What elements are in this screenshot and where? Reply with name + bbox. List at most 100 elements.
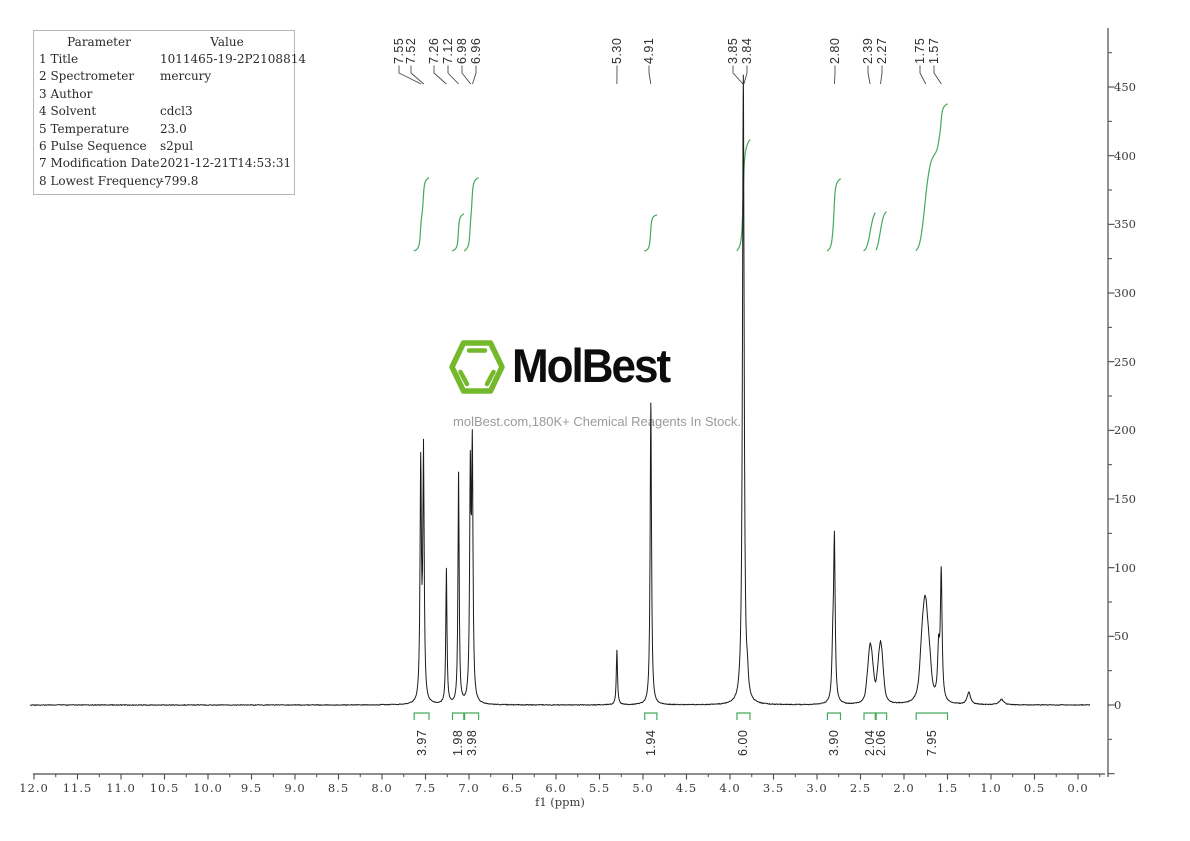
integral-value-label: 3.98 — [464, 729, 479, 756]
x-tick-label: 9.0 — [284, 781, 306, 795]
x-tick-label: 11.5 — [62, 781, 93, 795]
peak-pointer-line — [933, 65, 942, 85]
parameter-value: 23.0 — [160, 121, 187, 136]
integral-value-label: 2.06 — [874, 729, 889, 756]
x-tick-label: 6.0 — [545, 781, 567, 795]
parameter-name: 6 Pulse Sequence — [39, 139, 147, 154]
parameter-table-header: Parameter Value — [34, 34, 294, 51]
peak-label-pointers — [398, 65, 942, 85]
x-tick-label: 3.0 — [806, 781, 828, 795]
parameter-value: cdcl3 — [160, 104, 193, 119]
integral-range-bracket — [863, 712, 876, 720]
x-tick-label: 4.5 — [675, 781, 698, 795]
integral-curve — [863, 212, 876, 252]
x-tick-label: 5.0 — [632, 781, 654, 795]
parameter-row: 6 Pulse Sequence s2pul — [34, 138, 294, 155]
x-tick-label: 5.5 — [588, 781, 611, 795]
integral-range-bracket — [451, 712, 465, 720]
value-header: Value — [210, 35, 244, 49]
x-tick-label: 2.5 — [849, 781, 872, 795]
peak-pointer-line — [867, 65, 871, 85]
watermark-tagline: molBest.com,180K+ Chemical Reagents In S… — [453, 414, 741, 429]
molbest-watermark: MolBest — [448, 336, 748, 398]
integral-curve — [826, 178, 841, 252]
parameter-row: 2 Spectrometer mercury — [34, 68, 294, 85]
peak-chemical-shift-label: 1.57 — [927, 37, 941, 64]
peak-chemical-shift-label: 4.91 — [642, 37, 656, 64]
peak-chemical-shift-label: 7.52 — [404, 37, 418, 64]
peak-chemical-shift-label: 7.12 — [441, 37, 455, 64]
x-tick-label: 3.5 — [762, 781, 785, 795]
spectrum-trace — [29, 74, 1091, 706]
parameter-name: 8 Lowest Frequency — [39, 173, 163, 188]
y-tick-label: 350 — [1114, 217, 1136, 232]
y-tick-label: 250 — [1114, 354, 1136, 369]
integral-curve — [413, 177, 430, 252]
integral-range-bracket — [464, 712, 480, 720]
x-tick-label: 8.0 — [371, 781, 393, 795]
parameter-row: 3 Author — [34, 86, 294, 103]
x-tick-label: 7.0 — [458, 781, 480, 795]
peak-pointer-line — [398, 65, 422, 85]
x-tick-label: 0.5 — [1023, 781, 1046, 795]
integral-brackets — [413, 712, 949, 720]
parameter-value: -799.8 — [160, 173, 199, 188]
parameter-row: 4 Solvent cdcl3 — [34, 103, 294, 120]
integral-curve — [451, 213, 465, 252]
peak-chemical-shift-label: 3.84 — [740, 37, 754, 64]
integral-range-bracket — [413, 712, 430, 720]
integral-value-label: 1.94 — [643, 729, 658, 756]
integral-range-bracket — [644, 712, 658, 720]
x-tick-label: 7.5 — [414, 781, 437, 795]
peak-chemical-shift-label: 2.39 — [861, 37, 875, 64]
integral-range-bracket — [875, 712, 888, 720]
integral-curve — [644, 214, 658, 252]
y-tick-label: 400 — [1114, 148, 1136, 163]
parameter-row: 8 Lowest Frequency -799.8 — [34, 173, 294, 190]
x-tick-label: 1.5 — [936, 781, 959, 795]
peak-chemical-shift-label: 2.27 — [875, 37, 889, 64]
peak-chemical-shift-label: 6.96 — [469, 37, 483, 64]
x-tick-label: 11.0 — [106, 781, 136, 795]
peak-pointer-line — [743, 65, 748, 85]
peak-pointer-line — [919, 65, 927, 85]
x-tick-label: 1.0 — [980, 781, 1002, 795]
peak-pointer-line — [461, 65, 472, 85]
parameter-row: 5 Temperature 23.0 — [34, 121, 294, 138]
peak-pointer-line — [433, 65, 447, 85]
x-tick-label: 6.5 — [501, 781, 524, 795]
peak-pointer-line — [833, 65, 836, 85]
parameter-value: mercury — [160, 69, 212, 84]
parameter-value: s2pul — [160, 139, 194, 154]
parameter-value: 2021-12-21T14:53:31 — [160, 156, 292, 171]
y-tick-label: 150 — [1114, 492, 1136, 506]
x-tick-label: 0.0 — [1067, 781, 1089, 795]
parameter-row: 7 Modification Date 2021-12-21T14:53:31 — [34, 155, 294, 172]
x-tick-label: 12.0 — [19, 781, 49, 795]
parameter-name: 3 Author — [39, 86, 93, 101]
y-tick-label: 300 — [1114, 286, 1136, 300]
peak-chemical-shift-label: 5.30 — [610, 37, 624, 64]
parameter-row: 1 Title 1011465-19-2P2108814 — [34, 51, 306, 68]
peak-pointer-line — [447, 65, 459, 85]
parameter-table: Parameter Value 1 Title 1011465-19-2P2108… — [33, 30, 306, 196]
parameter-name: 2 Spectrometer — [39, 69, 135, 84]
peak-pointer-line — [732, 65, 744, 85]
param-header: Parameter — [67, 35, 131, 49]
parameter-value: 1011465-19-2P2108814 — [160, 52, 306, 66]
peak-pointer-line — [880, 65, 883, 85]
integral-range-bracket — [915, 712, 949, 720]
x-tick-label: 10.5 — [149, 781, 180, 795]
integral-value-label: 3.97 — [414, 729, 429, 756]
parameter-name: 7 Modification Date — [39, 156, 160, 171]
x-tick-label: 2.0 — [893, 781, 915, 795]
x-axis-title: f1 (ppm) — [535, 795, 585, 809]
peak-chemical-shift-label: 7.26 — [427, 37, 441, 64]
integral-curve — [915, 103, 948, 251]
nmr-signal-trace — [29, 74, 1091, 706]
parameter-name: 5 Temperature — [39, 121, 130, 136]
peak-pointer-line — [410, 65, 425, 85]
axes — [33, 28, 1115, 780]
